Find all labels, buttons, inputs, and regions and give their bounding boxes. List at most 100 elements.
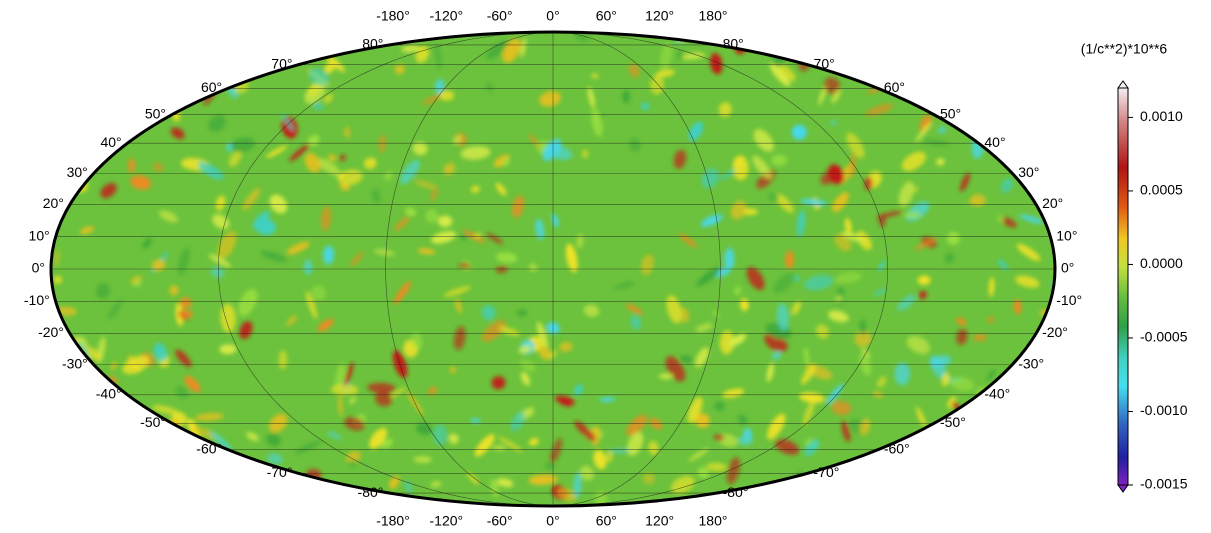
latitude-label: 10° bbox=[29, 227, 50, 243]
longitude-label: -180° bbox=[376, 513, 410, 529]
anomaly-blob bbox=[187, 445, 196, 460]
anomaly-blob bbox=[1048, 65, 1060, 76]
longitude-label: 120° bbox=[645, 513, 674, 529]
anomaly-blob bbox=[970, 62, 993, 81]
longitude-label: 180° bbox=[699, 8, 728, 24]
longitude-label: 120° bbox=[645, 8, 674, 24]
anomaly-blob bbox=[952, 456, 975, 480]
map-figure: 80°70°60°50°40°30°20°10°0°-10°-20°-30°-4… bbox=[0, 0, 1211, 533]
longitude-label: 60° bbox=[596, 513, 617, 529]
anomaly-blob bbox=[1026, 435, 1044, 453]
anomaly-blob bbox=[49, 67, 70, 99]
latitude-label: 60° bbox=[201, 79, 222, 95]
anomaly-blob bbox=[1027, 418, 1045, 436]
latitude-label: 20° bbox=[1042, 195, 1063, 211]
latitude-label: 20° bbox=[43, 195, 64, 211]
latitude-label: 10° bbox=[1056, 227, 1077, 243]
anomaly-blob bbox=[433, 424, 447, 445]
colorbar-tick-label: -0.0015 bbox=[1140, 476, 1188, 492]
page: 80°70°60°50°40°30°20°10°0°-10°-20°-30°-4… bbox=[0, 0, 1211, 533]
longitude-label: 180° bbox=[699, 513, 728, 529]
anomaly-blob bbox=[1019, 30, 1034, 45]
anomaly-blob bbox=[180, 65, 195, 87]
longitude-label: 60° bbox=[596, 8, 617, 24]
anomaly-blob bbox=[974, 29, 984, 47]
anomaly-blob bbox=[880, 482, 887, 489]
anomaly-blob bbox=[53, 385, 70, 400]
colorbar-cap bbox=[1118, 81, 1128, 88]
anomaly-blob bbox=[92, 481, 102, 489]
latitude-label: -40° bbox=[984, 386, 1010, 402]
anomaly-blob bbox=[119, 402, 128, 431]
latitude-label: 50° bbox=[145, 105, 166, 121]
latitude-label: -30° bbox=[1018, 355, 1044, 371]
anomaly-blob bbox=[763, 34, 777, 44]
colorbar-scale bbox=[1118, 88, 1128, 485]
anomaly-blob bbox=[1015, 373, 1036, 394]
anomaly-blob bbox=[116, 90, 135, 107]
colorbar-tick-label: 0.0005 bbox=[1140, 182, 1183, 198]
anomaly-blob bbox=[85, 96, 96, 118]
anomaly-blob bbox=[865, 498, 873, 510]
anomaly-blob bbox=[1021, 116, 1042, 139]
anomaly-blob bbox=[929, 441, 949, 464]
anomaly-blob bbox=[919, 456, 928, 471]
longitude-label: 0° bbox=[546, 513, 559, 529]
anomaly-blob bbox=[902, 496, 912, 504]
longitude-label: -180° bbox=[376, 8, 410, 24]
latitude-label: 40° bbox=[100, 134, 121, 150]
anomaly-blob bbox=[1032, 135, 1045, 147]
longitude-label: -60° bbox=[487, 513, 513, 529]
longitude-label: 0° bbox=[546, 8, 559, 24]
anomaly-blob bbox=[659, 374, 673, 379]
anomaly-blob bbox=[785, 251, 794, 269]
latitude-label: 30° bbox=[67, 164, 88, 180]
anomaly-blob bbox=[1036, 438, 1056, 464]
anomaly-blob bbox=[978, 121, 993, 134]
anomaly-blob bbox=[1013, 403, 1027, 414]
latitude-label: -60° bbox=[196, 440, 222, 456]
anomaly-blob bbox=[747, 35, 762, 50]
anomaly-blob bbox=[72, 424, 96, 443]
colorbar-tick-label: -0.0010 bbox=[1140, 402, 1188, 418]
anomaly-blob bbox=[97, 77, 113, 102]
anomaly-blob bbox=[1027, 381, 1041, 397]
latitude-label: -10° bbox=[24, 292, 50, 308]
colorbar-tick-label: -0.0005 bbox=[1140, 329, 1188, 345]
anomaly-blob bbox=[181, 48, 201, 68]
longitude-label: -60° bbox=[487, 8, 513, 24]
anomaly-blob bbox=[900, 51, 913, 63]
latitude-label: 80° bbox=[362, 36, 383, 52]
latitude-label: -80° bbox=[723, 484, 749, 500]
anomaly-blob bbox=[738, 435, 753, 445]
latitude-label: 60° bbox=[884, 79, 905, 95]
latitude-label: -20° bbox=[1042, 324, 1068, 340]
anomaly-blob bbox=[1032, 423, 1059, 446]
latitude-label: -50° bbox=[940, 414, 966, 430]
latitude-label: -40° bbox=[96, 386, 122, 402]
anomaly-blob bbox=[1010, 117, 1022, 127]
latitude-label: -50° bbox=[140, 414, 166, 430]
latitude-label: 0° bbox=[32, 260, 45, 276]
anomaly-blob bbox=[177, 443, 190, 456]
anomaly-blob bbox=[178, 85, 194, 100]
anomaly-blob bbox=[61, 61, 73, 71]
colorbar-cap bbox=[1118, 485, 1128, 492]
anomaly-blob bbox=[61, 438, 90, 470]
latitude-label: -10° bbox=[1056, 292, 1082, 308]
anomaly-blob bbox=[844, 43, 873, 62]
anomaly-blob bbox=[53, 37, 65, 50]
anomaly-blob bbox=[970, 82, 976, 89]
latitude-label: -30° bbox=[62, 355, 88, 371]
anomaly-blob bbox=[966, 425, 979, 433]
anomaly-blob bbox=[925, 57, 939, 83]
latitude-label: 50° bbox=[940, 105, 961, 121]
latitude-label: 70° bbox=[271, 55, 292, 71]
anomaly-blob bbox=[985, 452, 1003, 477]
anomaly-blob bbox=[1016, 493, 1028, 507]
anomaly-blob bbox=[811, 495, 836, 500]
latitude-label: 40° bbox=[984, 134, 1005, 150]
latitude-label: -70° bbox=[267, 464, 293, 480]
latitude-label: -70° bbox=[814, 464, 840, 480]
anomaly-blob bbox=[1004, 419, 1020, 441]
